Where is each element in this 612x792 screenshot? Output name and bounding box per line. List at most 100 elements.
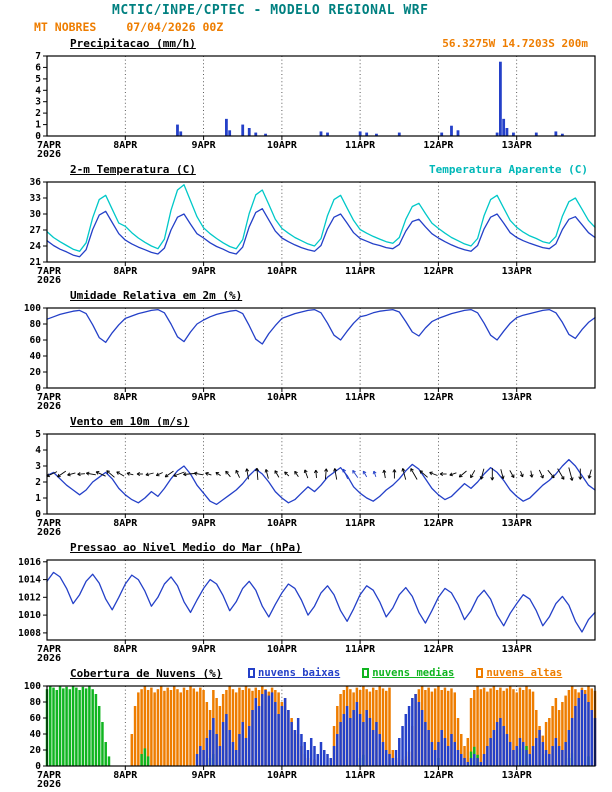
svg-text:9APR: 9APR [192, 140, 217, 151]
svg-text:2026: 2026 [37, 275, 61, 284]
panel-title-precipitation: Precipitacao (mm/h) [70, 37, 196, 50]
svg-text:8APR: 8APR [113, 392, 138, 403]
nuvens-medias-label: nuvens medias [372, 667, 455, 679]
svg-text:20: 20 [30, 367, 42, 378]
panel-header-cloud-cover: Cobertura de Nuvens (%) nuvens baixas nu… [0, 666, 612, 682]
svg-text:1: 1 [35, 120, 41, 131]
svg-text:7APR: 7APR [37, 770, 62, 781]
panel-header-temperature: 2-m Temperatura (C) Temperatura Aparente… [0, 162, 612, 178]
svg-text:2026: 2026 [37, 149, 61, 158]
panel-precipitation: Precipitacao (mm/h) 56.3275W 14.7203S 20… [0, 36, 612, 158]
svg-text:10APR: 10APR [267, 392, 298, 403]
svg-text:40: 40 [30, 729, 42, 740]
page-title: MCTIC/INPE/CPTEC - MODELO REGIONAL WRF [112, 3, 429, 18]
panel-title-cloud-cover: Cobertura de Nuvens (%) [70, 667, 223, 680]
panel-temperature: 2-m Temperatura (C) Temperatura Aparente… [0, 162, 612, 284]
svg-text:10APR: 10APR [267, 770, 298, 781]
svg-text:7: 7 [35, 52, 41, 62]
panel-title-temperature: 2-m Temperatura (C) [70, 163, 196, 176]
svg-text:1014: 1014 [18, 575, 41, 586]
svg-text:11APR: 11APR [345, 770, 376, 781]
cloud-legend: nuvens baixas nuvens medias nuvens altas [248, 667, 562, 679]
legend-item-nuvens-altas: nuvens altas [476, 667, 562, 679]
svg-text:12APR: 12APR [423, 518, 454, 529]
svg-text:0: 0 [35, 509, 41, 520]
svg-text:1016: 1016 [18, 557, 41, 568]
run-datetime: 07/04/2026 00Z [126, 20, 224, 34]
svg-text:1012: 1012 [18, 592, 41, 603]
svg-text:2026: 2026 [37, 653, 61, 662]
svg-text:6: 6 [35, 62, 41, 73]
svg-text:21: 21 [30, 257, 42, 268]
svg-text:4: 4 [35, 445, 41, 456]
apparent-temperature-label: Temperatura Aparente (C) [429, 163, 588, 176]
panel-title-pressure: Pressao ao Nivel Medio do Mar (hPa) [70, 541, 302, 554]
svg-text:33: 33 [30, 193, 42, 204]
svg-text:10APR: 10APR [267, 644, 298, 655]
svg-text:10APR: 10APR [267, 266, 298, 277]
panel-header-precipitation: Precipitacao (mm/h) 56.3275W 14.7203S 20… [0, 36, 612, 52]
svg-text:8APR: 8APR [113, 140, 138, 151]
svg-text:11APR: 11APR [345, 266, 376, 277]
svg-text:7APR: 7APR [37, 518, 62, 529]
nuvens-altas-swatch-icon [476, 668, 484, 678]
panel-wind: Vento em 10m (m/s) 0 1 2 3 4 5 7APR 2026 8APR 9AP… [0, 414, 612, 536]
panel-header-humidity: Umidade Relativa em 2m (%) [0, 288, 612, 304]
svg-text:13APR: 13APR [502, 770, 533, 781]
svg-text:36: 36 [30, 178, 42, 188]
svg-text:1: 1 [35, 493, 41, 504]
svg-text:8APR: 8APR [113, 644, 138, 655]
svg-text:3: 3 [35, 97, 41, 108]
svg-text:80: 80 [30, 319, 42, 330]
svg-text:20: 20 [30, 745, 42, 756]
nuvens-altas-label: nuvens altas [486, 667, 563, 679]
svg-text:1010: 1010 [18, 610, 41, 621]
svg-text:7APR: 7APR [37, 392, 62, 403]
nuvens-baixas-swatch-icon [248, 668, 255, 678]
location-label: 56.3275W 14.7203S 200m [442, 37, 588, 50]
svg-text:5: 5 [35, 74, 41, 85]
svg-text:12APR: 12APR [423, 770, 454, 781]
svg-text:60: 60 [30, 713, 42, 724]
panel-header-wind: Vento em 10m (m/s) [0, 414, 612, 430]
svg-text:2: 2 [35, 108, 41, 119]
svg-text:9APR: 9APR [192, 266, 217, 277]
svg-text:9APR: 9APR [192, 644, 217, 655]
svg-text:2026: 2026 [37, 779, 61, 788]
svg-text:10APR: 10APR [267, 140, 298, 151]
panel-cloud-cover: Cobertura de Nuvens (%) nuvens baixas nu… [0, 666, 612, 788]
svg-text:0: 0 [35, 131, 41, 142]
svg-text:13APR: 13APR [502, 392, 533, 403]
svg-text:7APR: 7APR [37, 140, 62, 151]
svg-text:5: 5 [35, 430, 41, 440]
svg-text:13APR: 13APR [502, 644, 533, 655]
svg-text:2026: 2026 [37, 527, 61, 536]
svg-text:12APR: 12APR [423, 392, 454, 403]
svg-text:8APR: 8APR [113, 770, 138, 781]
nuvens-baixas-label: nuvens baixas [258, 667, 341, 679]
svg-text:11APR: 11APR [345, 518, 376, 529]
svg-text:13APR: 13APR [502, 266, 533, 277]
svg-text:13APR: 13APR [502, 518, 533, 529]
svg-text:9APR: 9APR [192, 392, 217, 403]
svg-text:100: 100 [24, 304, 41, 314]
svg-text:7APR: 7APR [37, 266, 62, 277]
panel-title-humidity: Umidade Relativa em 2m (%) [70, 289, 243, 302]
svg-text:27: 27 [30, 225, 41, 236]
svg-text:7APR: 7APR [37, 644, 62, 655]
svg-text:80: 80 [30, 697, 42, 708]
legend-item-nuvens-baixas: nuvens baixas [248, 667, 340, 679]
svg-text:3: 3 [35, 461, 41, 472]
svg-text:4: 4 [35, 85, 41, 96]
svg-text:8APR: 8APR [113, 518, 138, 529]
svg-text:10APR: 10APR [267, 518, 298, 529]
svg-text:0: 0 [35, 383, 41, 394]
panel-pressure: Pressao ao Nivel Medio do Mar (hPa) 1008… [0, 540, 612, 662]
